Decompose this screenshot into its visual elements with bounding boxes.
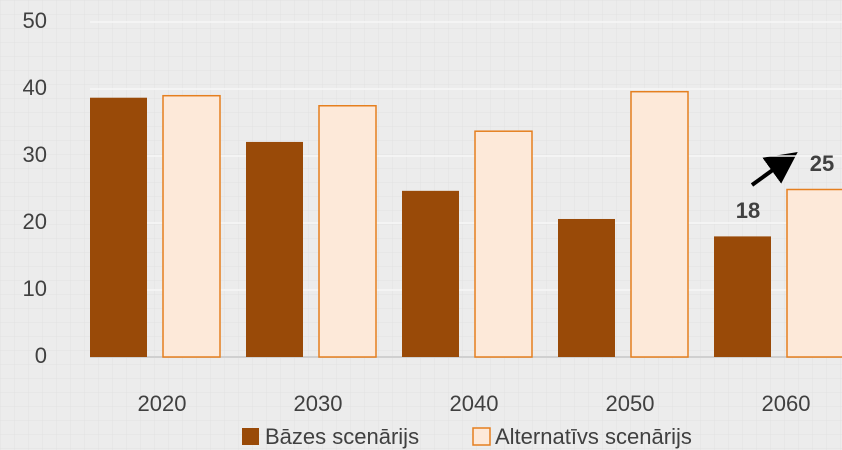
y-tick-label: 20 <box>23 209 47 234</box>
x-tick-label: 2060 <box>762 391 811 416</box>
bar <box>162 94 221 358</box>
y-tick-label: 0 <box>35 343 47 368</box>
legend-swatch <box>242 428 259 445</box>
y-tick-label: 50 <box>23 8 47 33</box>
bar <box>402 190 459 357</box>
bar <box>474 130 533 358</box>
y-tick-label: 30 <box>23 142 47 167</box>
legend-label: Bāzes scenārijs <box>265 424 419 449</box>
bar <box>786 188 842 358</box>
bar <box>630 90 689 358</box>
bar <box>90 97 147 358</box>
x-tick-label: 2030 <box>294 391 343 416</box>
legend-label: Alternatīvs scenārijs <box>495 424 692 449</box>
data-label: 18 <box>736 198 760 223</box>
bar <box>246 141 303 357</box>
bar <box>558 218 615 357</box>
x-tick-label: 2020 <box>138 391 187 416</box>
x-tick-label: 2050 <box>606 391 655 416</box>
legend-swatch <box>472 427 491 446</box>
annotation-arrow <box>750 151 798 187</box>
bar <box>318 105 377 358</box>
y-tick-label: 40 <box>23 75 47 100</box>
bar <box>714 236 771 357</box>
y-tick-label: 10 <box>23 276 47 301</box>
x-tick-label: 2040 <box>450 391 499 416</box>
data-label: 25 <box>810 151 834 176</box>
